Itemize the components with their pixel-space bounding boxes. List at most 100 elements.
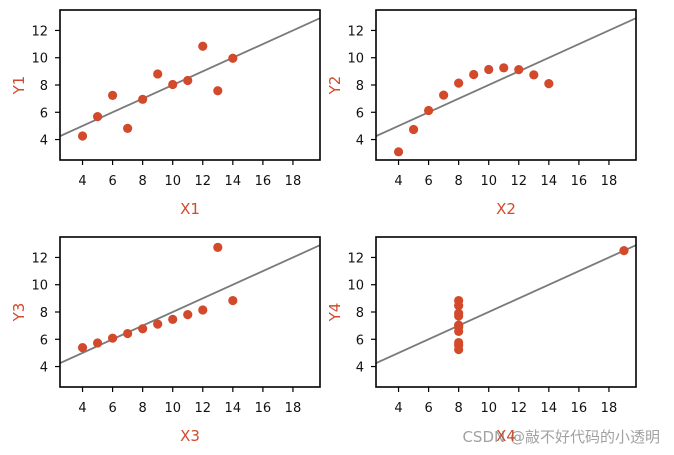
data-point: [439, 90, 449, 100]
x-tick-label: 6: [108, 174, 116, 189]
data-point: [198, 41, 208, 51]
panel-3: 4 6 8 10 12 14 16 18 4 6 8 10 12 X3 Y3: [10, 236, 321, 445]
x-axis-label: X1: [180, 200, 200, 218]
y-tick-label: 6: [356, 106, 364, 121]
x-tick-label: 12: [195, 401, 212, 416]
x-tick-label: 14: [541, 401, 558, 416]
data-point: [123, 123, 133, 133]
x-axis-label: X3: [180, 427, 200, 445]
y-tick-label: 8: [40, 79, 48, 94]
x-tick-label: 10: [480, 401, 497, 416]
x-tick-label: 10: [164, 174, 181, 189]
y-tick-label: 10: [31, 279, 48, 294]
x-axis-label: X2: [496, 200, 516, 218]
data-point: [213, 242, 223, 252]
y-tick-label: 4: [356, 361, 364, 376]
x-tick-label: 16: [571, 174, 588, 189]
x-tick-label: 4: [78, 174, 86, 189]
data-point: [108, 333, 118, 343]
x-tick-label: 4: [394, 174, 402, 189]
fit-line: [376, 244, 636, 364]
x-tick-label: 8: [139, 401, 147, 416]
data-point: [529, 70, 539, 80]
panel-1: 4 6 8 10 12 14 16 18 4 6 8 10 12 X1 Y1: [10, 9, 321, 218]
data-point: [454, 340, 464, 350]
y-tick-label: 10: [31, 52, 48, 67]
data-point: [499, 63, 509, 73]
data-point: [198, 305, 208, 315]
panel-2: 4 6 8 10 12 14 16 18 4 6 8 10 12 X2 Y2: [326, 9, 637, 218]
data-point: [123, 328, 133, 339]
data-point: [469, 69, 479, 80]
x-tick-label: 14: [225, 401, 242, 416]
data-point: [213, 86, 223, 96]
plot-frame: [375, 9, 637, 161]
x-tick-label: 4: [78, 401, 86, 416]
x-tick-label: 18: [285, 174, 302, 189]
data-point: [514, 64, 524, 75]
y-tick-label: 6: [40, 106, 48, 121]
x-tick-label: 16: [571, 401, 588, 416]
x-tick-label: 4: [394, 401, 402, 416]
panel-4: 4 6 8 10 12 14 16 18 4 6 8 10 12 X4 Y4: [326, 236, 637, 445]
y-tick-label: 8: [40, 306, 48, 321]
x-tick-label: 16: [255, 401, 272, 416]
x-tick-label: 6: [108, 401, 116, 416]
data-point: [77, 342, 88, 353]
x-tick-label: 8: [455, 401, 463, 416]
x-tick-label: 8: [455, 174, 463, 189]
x-axis-label: X4: [496, 427, 516, 445]
y-axis-label: Y2: [326, 76, 344, 96]
data-point: [92, 112, 103, 122]
data-point: [484, 64, 494, 75]
y-axis-label: Y4: [326, 303, 344, 323]
watermark: CSDN @敲不好代码的小透明: [462, 428, 660, 446]
data-point: [138, 324, 148, 334]
x-tick-label: 12: [511, 174, 528, 189]
x-tick-label: 18: [601, 174, 618, 189]
data-point: [454, 300, 464, 311]
x-tick-label: 12: [511, 401, 528, 416]
data-point: [168, 79, 178, 90]
y-tick-label: 12: [347, 251, 364, 266]
x-tick-label: 18: [601, 401, 618, 416]
plot-frame: [59, 9, 321, 161]
data-point: [454, 308, 464, 318]
data-point: [138, 94, 148, 104]
x-tick-label: 12: [195, 174, 212, 189]
data-point: [228, 53, 238, 63]
y-tick-label: 10: [347, 52, 364, 67]
x-tick-label: 14: [225, 174, 242, 189]
x-tick-label: 8: [139, 174, 147, 189]
y-axis-label: Y3: [10, 303, 28, 323]
y-tick-label: 8: [356, 306, 364, 321]
data-point: [168, 314, 178, 324]
fit-line: [376, 17, 636, 137]
data-point: [183, 309, 193, 320]
data-point: [183, 75, 193, 86]
y-tick-label: 8: [356, 79, 364, 94]
x-tick-label: 14: [541, 174, 558, 189]
data-point: [77, 131, 88, 141]
y-tick-label: 4: [40, 361, 48, 376]
data-point: [92, 338, 103, 348]
data-point: [153, 319, 163, 329]
y-axis-label: Y1: [10, 76, 28, 96]
data-point: [454, 322, 464, 332]
x-tick-label: 16: [255, 174, 272, 189]
data-point: [544, 79, 554, 89]
y-tick-label: 4: [40, 134, 48, 149]
y-tick-label: 6: [40, 333, 48, 348]
data-point: [108, 90, 118, 100]
data-point: [153, 69, 163, 79]
data-point: [228, 295, 238, 306]
x-tick-label: 6: [424, 401, 432, 416]
y-tick-label: 6: [356, 333, 364, 348]
data-point: [454, 78, 464, 88]
fit-line: [60, 244, 320, 364]
data-point: [393, 147, 404, 157]
y-tick-label: 12: [347, 24, 364, 39]
plot-frame: [375, 236, 637, 388]
x-tick-label: 10: [164, 401, 181, 416]
